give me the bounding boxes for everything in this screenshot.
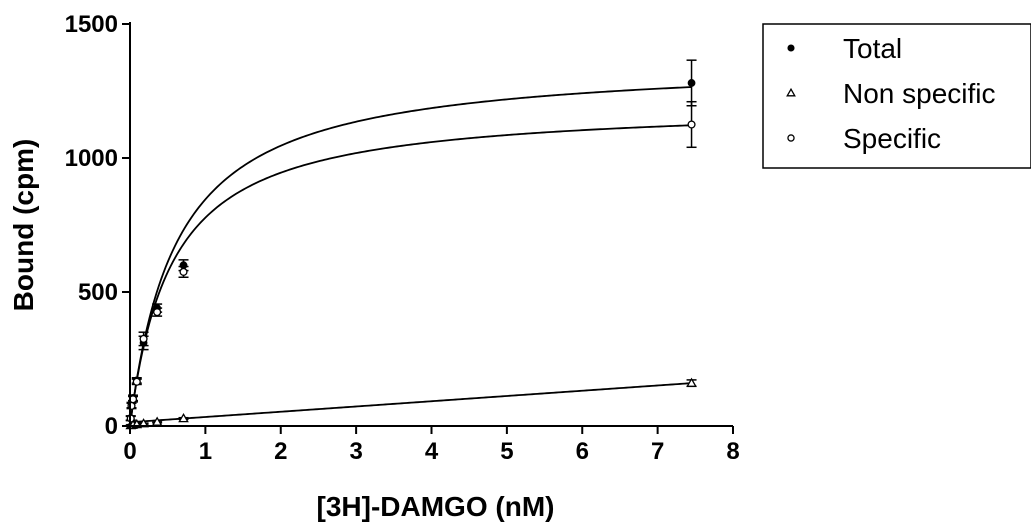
x-axis-title: [3H]-DAMGO (nM) [317, 491, 555, 522]
data-point [687, 120, 696, 129]
x-tick-label: 8 [726, 438, 739, 465]
legend-marker [787, 44, 795, 52]
fit-curve [129, 86, 692, 421]
x-tick-label: 1 [199, 438, 212, 465]
legend-marker [786, 87, 796, 97]
data-point [153, 308, 162, 317]
y-axis-title: Bound (cpm) [8, 139, 39, 312]
x-tick-label: 2 [274, 438, 287, 465]
x-tick-label: 3 [349, 438, 362, 465]
y-tick-label: 1000 [65, 145, 118, 172]
x-tick-label: 5 [500, 438, 513, 465]
legend-box [762, 23, 1031, 169]
fit-curve [129, 124, 692, 421]
data-point [132, 377, 141, 386]
legend-label: Total [843, 33, 902, 64]
data-point [178, 412, 189, 423]
x-tick-label: 0 [123, 438, 136, 465]
y-tick-label: 1500 [65, 11, 118, 38]
y-tick-label: 500 [78, 279, 118, 306]
axes: 0 1 2 3 4 5 6 7 8 0 500 1000 1500 [3H]-DAMGO (nM) Boun… [8, 11, 740, 522]
y-tick-label: 0 [105, 413, 118, 440]
data-point [687, 79, 696, 87]
data-point [686, 377, 697, 387]
data-point [179, 267, 188, 276]
fit-curve [130, 382, 692, 424]
legend-label: Specific [843, 123, 941, 154]
x-tick-label: 6 [576, 438, 589, 465]
x-tick-label: 4 [425, 438, 439, 465]
data-point [179, 261, 188, 270]
legend-marker [787, 134, 795, 142]
data-point [139, 334, 148, 343]
x-tick-label: 7 [651, 438, 664, 465]
legend-label: Non specific [843, 78, 996, 109]
plot-area [125, 59, 697, 430]
legend: Total Non specific Specific [762, 23, 1031, 169]
